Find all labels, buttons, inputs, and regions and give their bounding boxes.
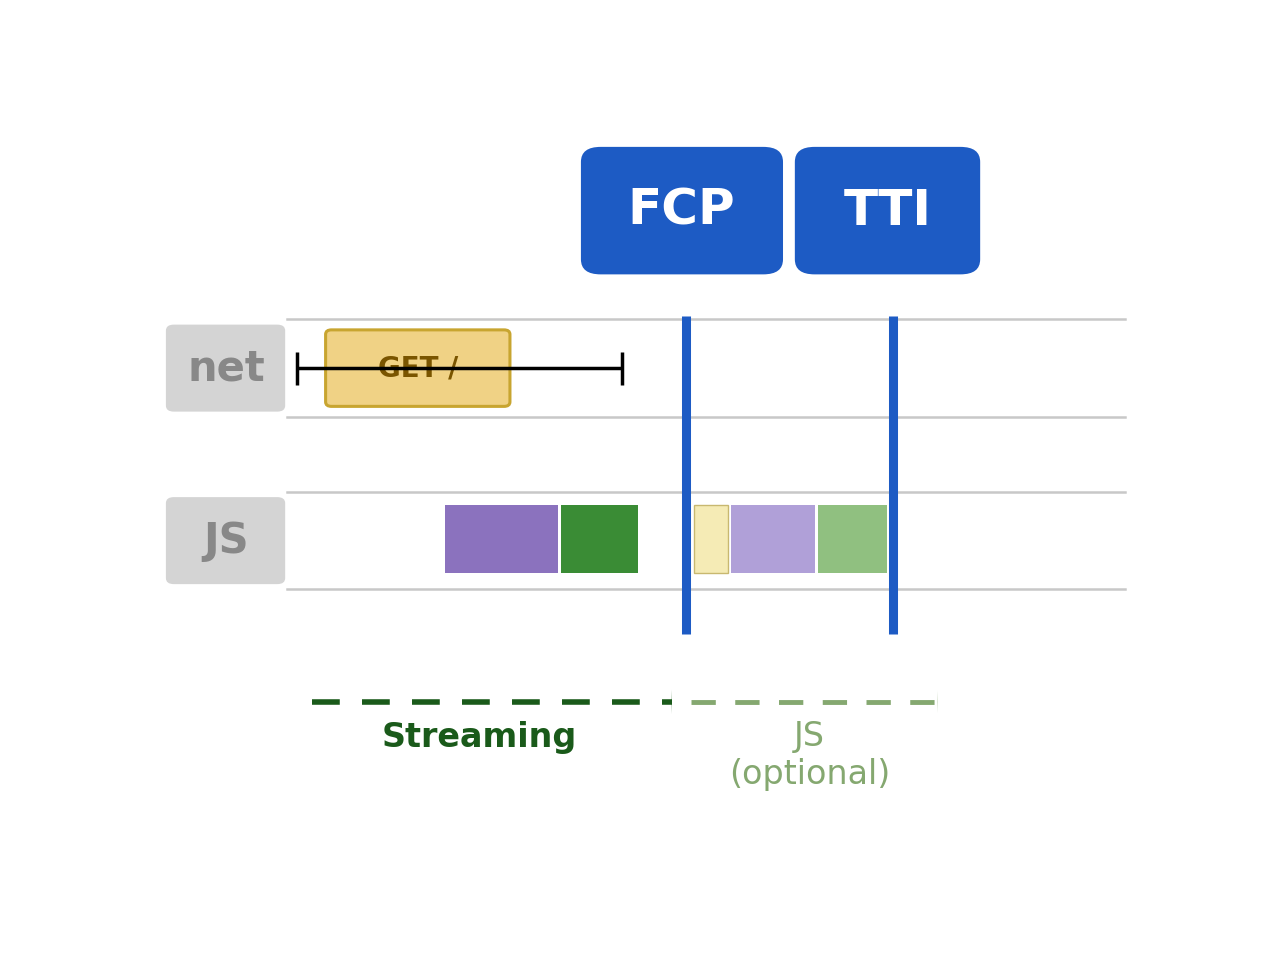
Text: FCP: FCP bbox=[627, 187, 735, 235]
FancyBboxPatch shape bbox=[445, 506, 558, 573]
FancyBboxPatch shape bbox=[165, 497, 285, 584]
FancyBboxPatch shape bbox=[695, 506, 728, 573]
FancyBboxPatch shape bbox=[795, 147, 981, 275]
Text: Streaming: Streaming bbox=[382, 722, 577, 755]
FancyBboxPatch shape bbox=[581, 147, 784, 275]
FancyBboxPatch shape bbox=[561, 506, 639, 573]
FancyBboxPatch shape bbox=[165, 324, 285, 412]
Text: TTI: TTI bbox=[843, 187, 931, 235]
FancyBboxPatch shape bbox=[818, 506, 887, 573]
Text: JS
(optional): JS (optional) bbox=[729, 720, 890, 792]
Text: JS: JS bbox=[204, 519, 249, 562]
FancyBboxPatch shape bbox=[730, 506, 814, 573]
Text: net: net bbox=[187, 347, 265, 390]
Text: GET /: GET / bbox=[378, 355, 458, 382]
FancyBboxPatch shape bbox=[326, 330, 510, 406]
